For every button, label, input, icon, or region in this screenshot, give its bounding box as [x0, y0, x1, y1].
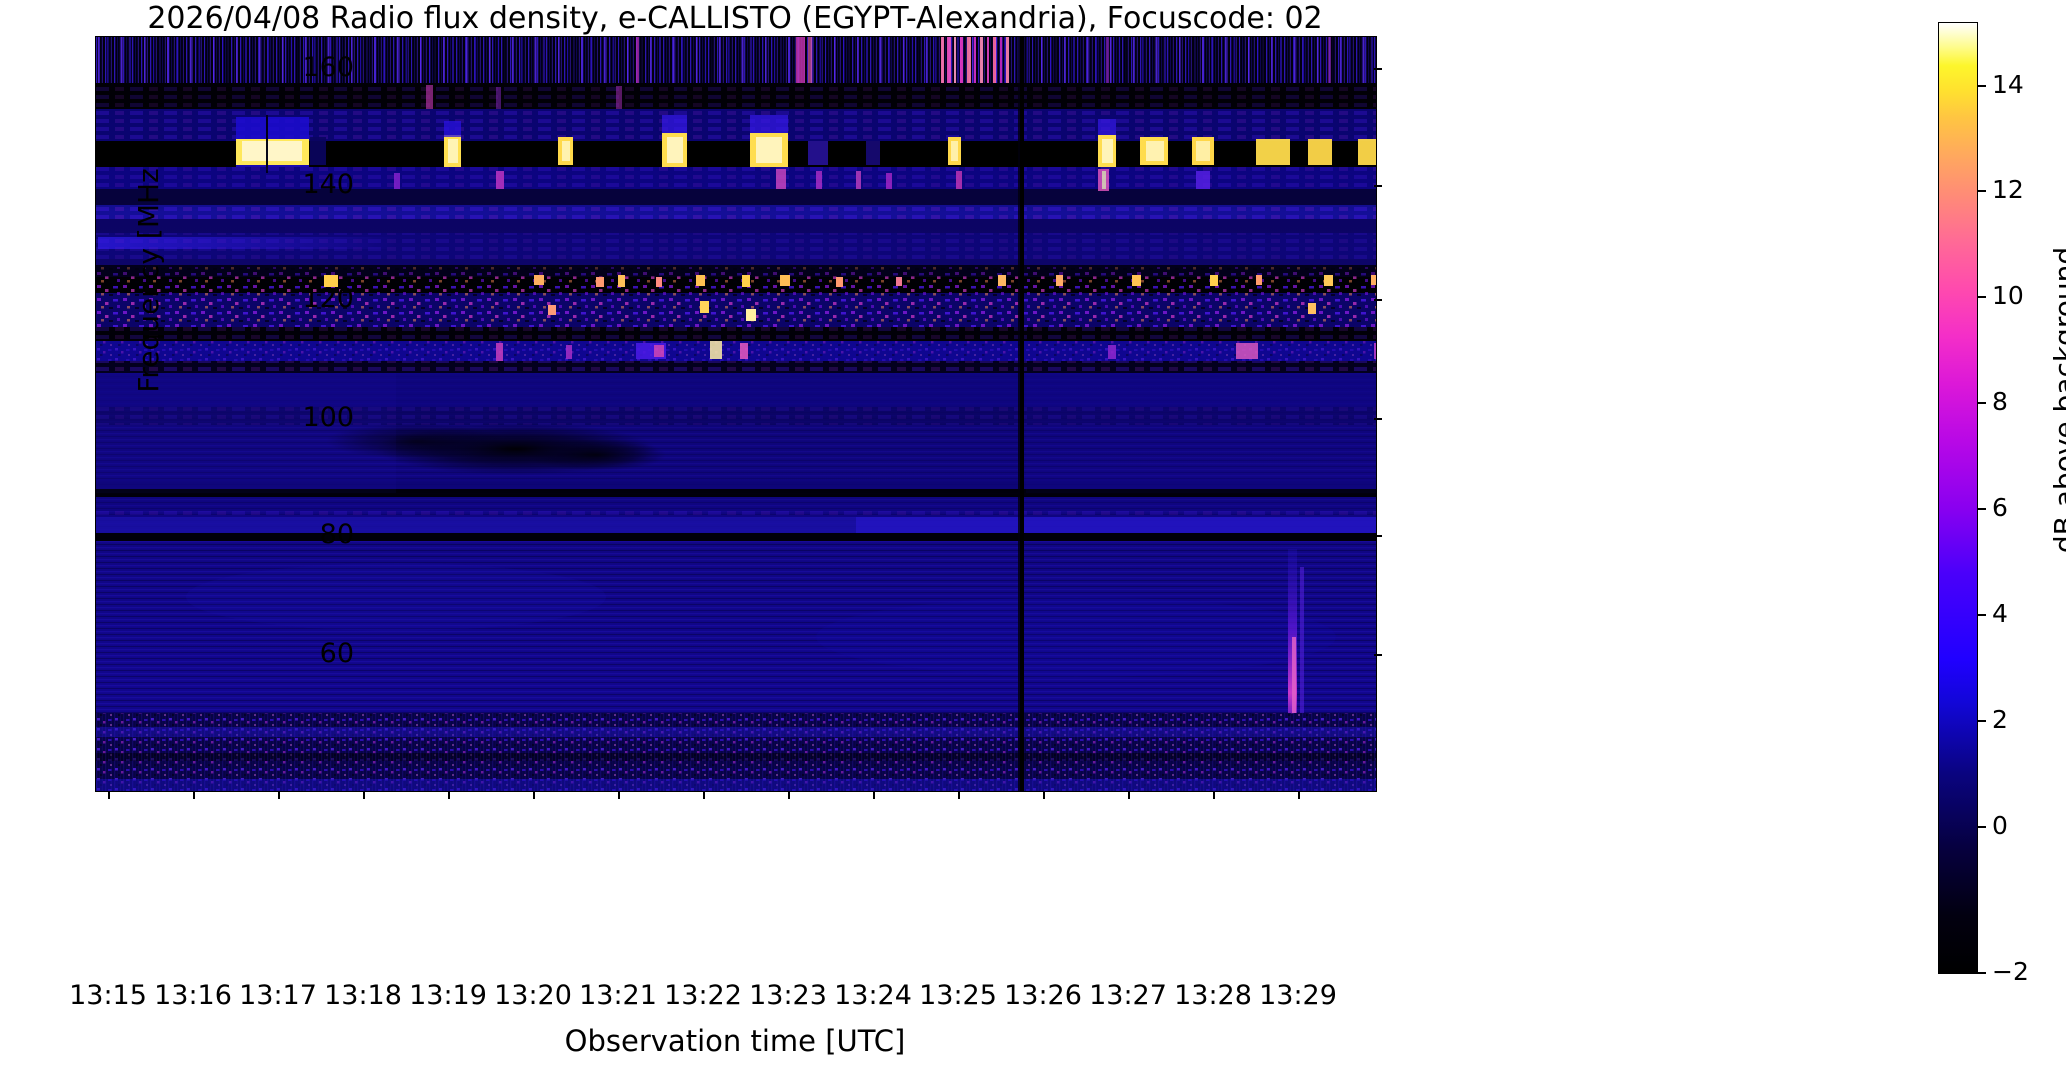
y-tick-label: 140 — [302, 169, 354, 200]
colorbar-tick-mark — [1977, 972, 1986, 974]
x-tick-label: 13:24 — [834, 980, 912, 1011]
colorbar-tick-label: 6 — [1992, 493, 2008, 522]
y-tick-label: 100 — [302, 402, 354, 433]
x-tick-mark — [363, 791, 365, 799]
colorbar-tick-label: 10 — [1992, 281, 2024, 310]
colorbar-tick-mark — [1977, 614, 1986, 616]
colorbar-tick-label: 0 — [1992, 811, 2008, 840]
x-tick-label: 13:17 — [239, 980, 317, 1011]
x-tick-mark — [193, 791, 195, 799]
x-tick-label: 13:25 — [919, 980, 997, 1011]
y-tick-mark — [1374, 299, 1382, 301]
spectrogram-plot-area[interactable] — [95, 36, 1377, 792]
y-tick-label: 80 — [319, 519, 354, 550]
colorbar-gradient — [1939, 23, 1977, 973]
x-tick-mark — [448, 791, 450, 799]
y-tick-mark — [1374, 418, 1382, 420]
x-tick-mark — [788, 791, 790, 799]
x-tick-mark — [873, 791, 875, 799]
x-tick-mark — [108, 791, 110, 799]
x-tick-mark — [278, 791, 280, 799]
x-tick-label: 13:20 — [494, 980, 572, 1011]
y-tick-mark — [1374, 68, 1382, 70]
x-tick-mark — [703, 791, 705, 799]
page-title: 2026/04/08 Radio flux density, e-CALLIST… — [147, 1, 1323, 36]
x-tick-mark — [533, 791, 535, 799]
x-tick-mark — [1213, 791, 1215, 799]
y-tick-label: 120 — [302, 283, 354, 314]
x-tick-mark — [618, 791, 620, 799]
x-tick-label: 13:19 — [409, 980, 487, 1011]
y-axis-label: Frequency [MHz] — [132, 157, 165, 393]
colorbar-axis-label: dB above background — [2048, 246, 2066, 554]
x-tick-mark — [1128, 791, 1130, 799]
colorbar-tick-mark — [1977, 190, 1986, 192]
y-tick-label: 160 — [302, 52, 354, 83]
y-tick-mark — [1374, 535, 1382, 537]
colorbar-tick-mark — [1977, 402, 1986, 404]
colorbar-tick-label: −2 — [1992, 957, 2029, 986]
colorbar-tick-mark — [1977, 720, 1986, 722]
y-tick-mark — [1374, 185, 1382, 187]
colorbar-tick-label: 4 — [1992, 599, 2008, 628]
x-tick-label: 13:16 — [154, 980, 232, 1011]
colorbar-tick-label: 14 — [1992, 70, 2024, 99]
colorbar-tick-mark — [1977, 296, 1986, 298]
x-tick-label: 13:15 — [69, 980, 147, 1011]
x-tick-label: 13:28 — [1174, 980, 1252, 1011]
colorbar-tick-label: 8 — [1992, 387, 2008, 416]
colorbar-tick-label: 12 — [1992, 175, 2024, 204]
spectrogram-image — [96, 37, 1376, 791]
y-tick-label: 60 — [319, 638, 354, 669]
colorbar-tick-label: 2 — [1992, 705, 2008, 734]
x-tick-label: 13:22 — [664, 980, 742, 1011]
colorbar-tick-mark — [1977, 826, 1986, 828]
x-tick-label: 13:23 — [749, 980, 827, 1011]
x-tick-mark — [958, 791, 960, 799]
y-tick-mark — [1374, 654, 1382, 656]
x-tick-label: 13:18 — [324, 980, 402, 1011]
x-tick-mark — [1298, 791, 1300, 799]
colorbar-tick-mark — [1977, 508, 1986, 510]
x-tick-mark — [1043, 791, 1045, 799]
x-tick-label: 13:26 — [1004, 980, 1082, 1011]
colorbar[interactable] — [1938, 22, 1978, 974]
x-tick-label: 13:29 — [1259, 980, 1337, 1011]
x-tick-label: 13:21 — [579, 980, 657, 1011]
x-axis-label: Observation time [UTC] — [564, 1024, 906, 1058]
colorbar-tick-mark — [1977, 85, 1986, 87]
x-tick-label: 13:27 — [1089, 980, 1167, 1011]
